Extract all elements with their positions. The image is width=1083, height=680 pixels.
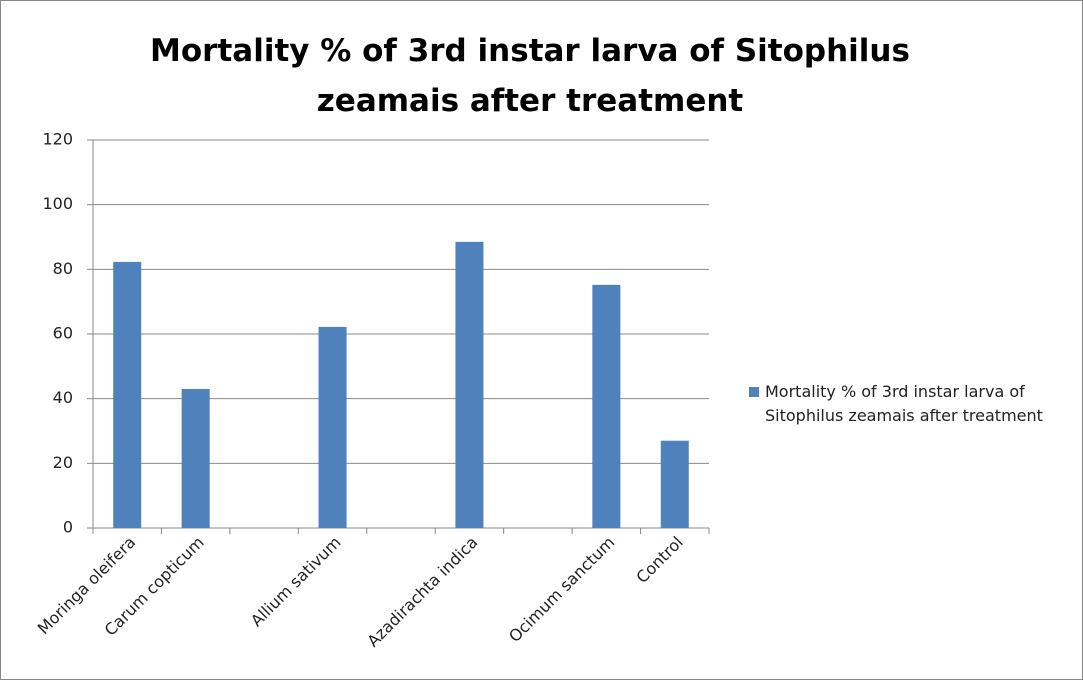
legend-swatch	[749, 387, 759, 397]
bar	[181, 388, 210, 528]
x-tick-label: Control	[632, 533, 686, 587]
x-tick-label: Azadirachta indica	[363, 533, 481, 651]
y-tick-label: 20	[53, 453, 73, 472]
y-tick-label: 0	[63, 518, 73, 537]
legend: Mortality % of 3rd instar larva of Sitop…	[749, 380, 1079, 428]
y-tick-label: 120	[42, 130, 73, 149]
bar	[318, 326, 347, 528]
y-tick-label: 80	[53, 259, 73, 278]
bar	[113, 261, 142, 528]
bar	[592, 284, 621, 528]
x-tick-label: Allium sativum	[247, 533, 345, 631]
y-tick-label: 40	[53, 388, 73, 407]
bar	[660, 440, 689, 528]
bar	[455, 241, 484, 528]
legend-label: Mortality % of 3rd instar larva of Sitop…	[765, 382, 1043, 425]
y-tick-label: 60	[53, 324, 73, 343]
x-tick-label: Ocimum sanctum	[505, 533, 618, 646]
y-tick-label: 100	[42, 194, 73, 213]
chart-title: Mortality % of 3rd instar larva of Sitop…	[150, 33, 910, 119]
